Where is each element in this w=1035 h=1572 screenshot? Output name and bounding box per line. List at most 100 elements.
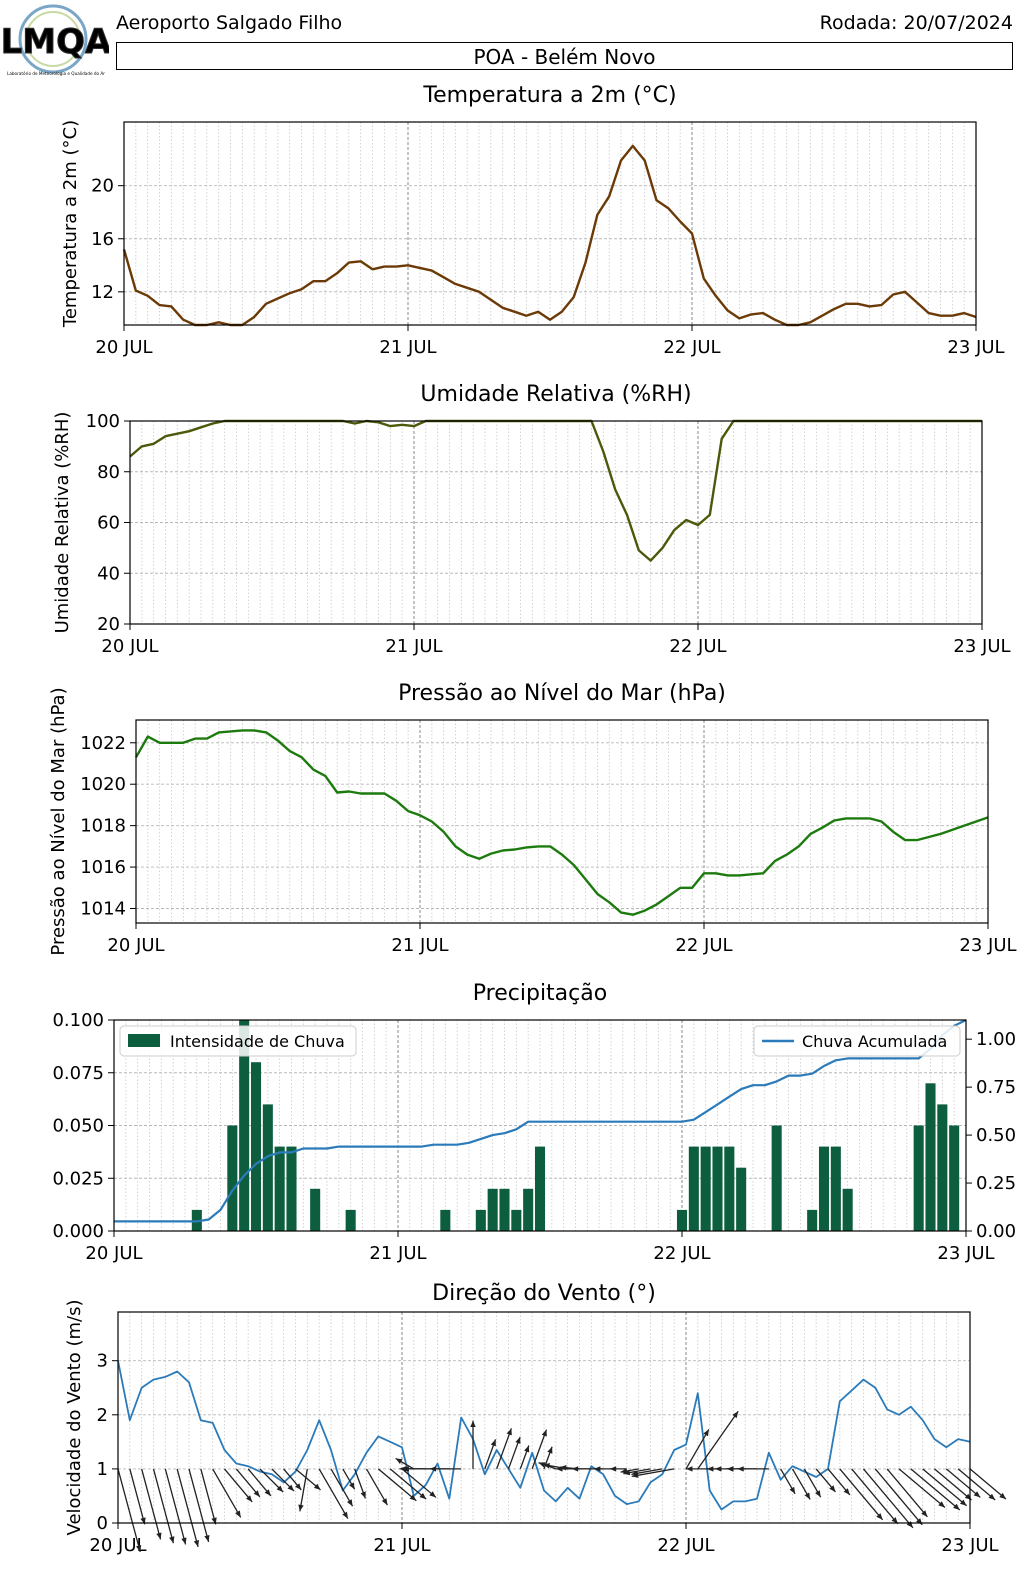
wind-arrow-head — [538, 1462, 546, 1468]
wind-arrow-head — [891, 1517, 898, 1524]
wind-arrow — [389, 1468, 427, 1500]
x-tick-label: 22 JUL — [669, 636, 726, 657]
y-axis-label: Pressão ao Nível do Mar (hPa) — [48, 687, 69, 955]
x-tick-label: 20 JUL — [107, 935, 164, 956]
rain-bar — [262, 1104, 273, 1231]
chart-title: Umidade Relativa (%RH) — [420, 382, 691, 407]
rain-bar — [487, 1188, 498, 1231]
x-tick-label: 22 JUL — [675, 935, 732, 956]
wind-arrow — [318, 1468, 349, 1519]
wind-arrow-head — [921, 1510, 928, 1517]
wind-arrow — [531, 1429, 548, 1470]
wind-arrow-head — [686, 1466, 693, 1472]
x-tick-label: 23 JUL — [947, 337, 1004, 358]
x-tick-label: 22 JUL — [657, 1535, 714, 1556]
wind-arrow-head — [381, 1498, 388, 1506]
plot-frame — [123, 121, 977, 326]
wind-arrow — [886, 1468, 928, 1518]
y-tick-label: 0.025 — [52, 1168, 104, 1189]
rain-bar — [499, 1188, 510, 1231]
y-tick-label: 0.000 — [52, 1221, 104, 1242]
wind-arrow — [945, 1468, 981, 1498]
y2-tick-label: 0.25 — [976, 1173, 1016, 1194]
legend-line: Chuva Acumulada — [753, 1025, 961, 1057]
x-tick-label: 23 JUL — [937, 1243, 994, 1264]
rain-bar — [913, 1125, 924, 1231]
x-tick-label: 22 JUL — [653, 1243, 710, 1264]
rain-bar — [345, 1209, 356, 1231]
location-label: Aeroporto Salgado Filho — [116, 12, 343, 34]
wind-arrow — [631, 1468, 675, 1478]
wind-arrow-head — [264, 1489, 271, 1496]
wind-arrow-head — [714, 1466, 722, 1472]
wind-arrow-head — [181, 1537, 187, 1545]
wind-arrow-head — [571, 1466, 579, 1472]
rain-bar — [534, 1146, 546, 1231]
wind-arrow — [152, 1468, 175, 1544]
wind-arrow — [129, 1468, 146, 1525]
y2-tick-label: 0.50 — [976, 1125, 1016, 1146]
wind-arrow — [496, 1428, 513, 1470]
wind-arrow-head — [973, 1491, 981, 1498]
legend-box — [753, 1025, 961, 1057]
rain-bar — [688, 1146, 699, 1231]
y-tick-label: 100 — [86, 411, 120, 432]
humidity-chart: Umidade Relativa (%RH) 20 JUL 21 JUL 22 JUL… — [52, 382, 1011, 657]
y-tick-label: 1016 — [80, 857, 126, 878]
pressure-chart: Pressão ao Nível do Mar (hPa) 20 JUL 21 JU… — [48, 681, 1017, 956]
wind-arrow-head — [490, 1439, 496, 1447]
x-tick-label: 21 JUL — [391, 935, 448, 956]
wind-arrow-head — [253, 1490, 260, 1497]
wind-arrow — [365, 1468, 388, 1506]
y-tick-label: 80 — [97, 462, 120, 483]
wind-arrow-head — [313, 1483, 321, 1490]
wind-arrow — [188, 1468, 210, 1543]
rain-bar — [676, 1209, 688, 1231]
rain-bar — [842, 1188, 853, 1231]
wind-arrow-head — [988, 1493, 996, 1500]
y-tick-label: 1020 — [80, 774, 126, 795]
temperature-chart: Temperatura a 2m (°C) 20 JUL 21 JUL 22 JUL 2… — [60, 83, 1005, 358]
wind-arrow — [141, 1468, 162, 1540]
wind-arrow — [176, 1468, 199, 1548]
logo-subtext: Laboratório de Meteorologia e Qualidade … — [7, 70, 105, 77]
wind-arrow — [164, 1468, 187, 1545]
wind-arrow-head — [789, 1486, 796, 1494]
wind-arrow — [839, 1468, 884, 1521]
wind-arrow-head — [295, 1483, 302, 1490]
wind-arrow-head — [204, 1535, 210, 1542]
wind-arrow-head — [409, 1494, 417, 1501]
legend-swatch — [128, 1034, 160, 1047]
rain-bar — [475, 1209, 486, 1231]
rain-bars — [191, 1020, 960, 1231]
rain-bar — [925, 1083, 936, 1231]
grid — [135, 122, 965, 325]
wind-arrow-head — [543, 1463, 550, 1469]
wind-arrow — [401, 1468, 437, 1498]
rain-bar — [511, 1209, 522, 1231]
wind-chart: Direção do Vento (°)20 JUL 21 JUL 22 JUL 23… — [64, 1281, 1007, 1556]
rain-bar — [818, 1146, 830, 1231]
y-axis-label: Umidade Relativa (%RH) — [52, 412, 73, 634]
rain-bar — [250, 1062, 262, 1231]
legend-box — [119, 1025, 357, 1057]
legend-label: Intensidade de Chuva — [170, 1032, 345, 1051]
rain-bar — [700, 1146, 711, 1231]
wind-arrow-head — [727, 1466, 734, 1472]
rain-bar — [724, 1146, 735, 1231]
wind-arrow-head — [594, 1466, 601, 1472]
x-tick-label: 23 JUL — [953, 636, 1010, 657]
wind-arrows — [117, 1410, 1007, 1553]
wind-arrow-head — [287, 1484, 294, 1492]
wind-arrow — [910, 1468, 961, 1511]
x-tick-label: 21 JUL — [369, 1243, 426, 1264]
y2-tick-label: 0.75 — [976, 1077, 1016, 1098]
rain-bar — [771, 1125, 782, 1231]
run-date-label: Rodada: 20/07/2024 — [819, 12, 1013, 34]
legend-label: Chuva Acumulada — [802, 1032, 947, 1051]
legend-bar: Intensidade de Chuva — [119, 1025, 357, 1057]
wind-arrow-head — [541, 1429, 547, 1437]
y-tick-label: 1014 — [80, 899, 126, 920]
wind-arrow — [212, 1468, 242, 1518]
rain-bar — [239, 1020, 250, 1231]
